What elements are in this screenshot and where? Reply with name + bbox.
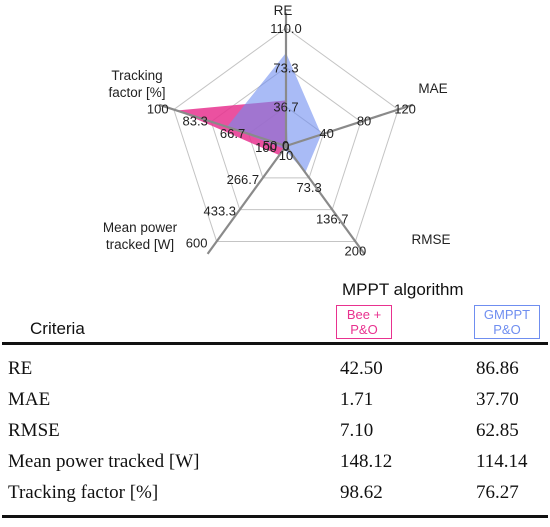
tick-label: 10 (279, 148, 293, 163)
table-row-rmse: RMSE 7.10 62.85 (0, 416, 550, 447)
axis-label: tracked [W] (106, 237, 174, 252)
axis-label: RE (274, 3, 293, 18)
algorithm-header-gmppt-line2: P&O (493, 322, 521, 337)
axis-label: RMSE (411, 232, 450, 247)
tick-label: 600 (186, 235, 208, 250)
tick-label: 100 (255, 140, 277, 155)
algorithm-header-bee: Bee + P&O (336, 305, 392, 339)
tick-label: 110.0 (270, 21, 302, 36)
row-criterion: MAE (8, 389, 51, 410)
tick-label: 0 (282, 138, 289, 153)
row-criterion: RE (8, 358, 33, 379)
tick-label: 80 (357, 114, 371, 129)
row-bee-value: 7.10 (340, 420, 374, 441)
table-row-mean-power: Mean power tracked [W] 148.12 114.14 (0, 447, 550, 478)
axis-label: factor [%] (108, 85, 165, 100)
radar-spokes (158, 12, 414, 255)
radar-chart: 036.773.3110.0040801201073.3136.72001002… (103, 3, 451, 258)
row-gmppt-value: 76.27 (476, 482, 519, 503)
table-row-re: RE 42.50 86.86 (0, 354, 550, 385)
tick-label: 73.3 (296, 180, 321, 195)
tick-label: 0 (282, 139, 289, 154)
row-gmppt-value: 37.70 (476, 389, 519, 410)
tick-label: 200 (345, 243, 367, 258)
row-gmppt-value: 62.85 (476, 420, 519, 441)
table-rule-top (2, 342, 548, 345)
row-bee-value: 42.50 (340, 358, 383, 379)
tick-label: 83.3 (183, 114, 208, 129)
algorithm-header-gmppt: GMPPT P&O (474, 305, 540, 339)
axis-spoke-2 (285, 145, 366, 255)
row-criterion: Mean power tracked [W] (8, 451, 200, 472)
table-row-mae: MAE 1.71 37.70 (0, 385, 550, 416)
table-rule-bottom (2, 515, 548, 518)
row-gmppt-value: 86.86 (476, 358, 519, 379)
row-criterion: RMSE (8, 420, 60, 441)
tick-label: 266.7 (227, 172, 260, 187)
row-gmppt-value: 114.14 (476, 451, 528, 472)
radar-ticks: 036.773.3110.0040801201073.3136.72001002… (147, 21, 416, 258)
row-criterion: Tracking factor [%] (8, 482, 159, 503)
tick-label: 120 (394, 102, 416, 117)
tick-label: 66.7 (220, 126, 245, 141)
row-bee-value: 98.62 (340, 482, 383, 503)
criteria-header: Criteria (30, 319, 85, 338)
tick-label: 36.7 (273, 100, 298, 115)
axis-label: Tracking (111, 68, 162, 83)
tick-label: 433.3 (203, 204, 236, 219)
axis-label: MAE (418, 81, 447, 96)
table-title: MPPT algorithm (342, 280, 464, 299)
row-bee-value: 148.12 (340, 451, 393, 472)
row-bee-value: 1.71 (340, 389, 374, 410)
algorithm-header-bee-line2: P&O (350, 322, 378, 337)
tick-label: 73.3 (273, 60, 298, 75)
table-row-tracking-factor: Tracking factor [%] 98.62 76.27 (0, 478, 550, 509)
grid-ring-3 (173, 27, 399, 242)
tick-label: 136.7 (316, 212, 349, 227)
tick-label: 100 (147, 102, 169, 117)
axis-spoke-1 (285, 103, 414, 148)
algorithm-header-gmppt-line1: GMPPT (483, 307, 531, 322)
radar-areas (176, 52, 322, 173)
axis-spoke-3 (206, 145, 287, 255)
tick-label: 50 (263, 138, 277, 153)
tick-label: 40 (319, 126, 333, 141)
axis-spoke-4 (158, 103, 287, 148)
radar-axis-labels: RE MAE RMSE Mean power tracked [W] Tracking fa… (103, 3, 451, 252)
axis-label: Mean power (103, 220, 178, 235)
algorithm-header-bee-line1: Bee + (346, 307, 382, 322)
